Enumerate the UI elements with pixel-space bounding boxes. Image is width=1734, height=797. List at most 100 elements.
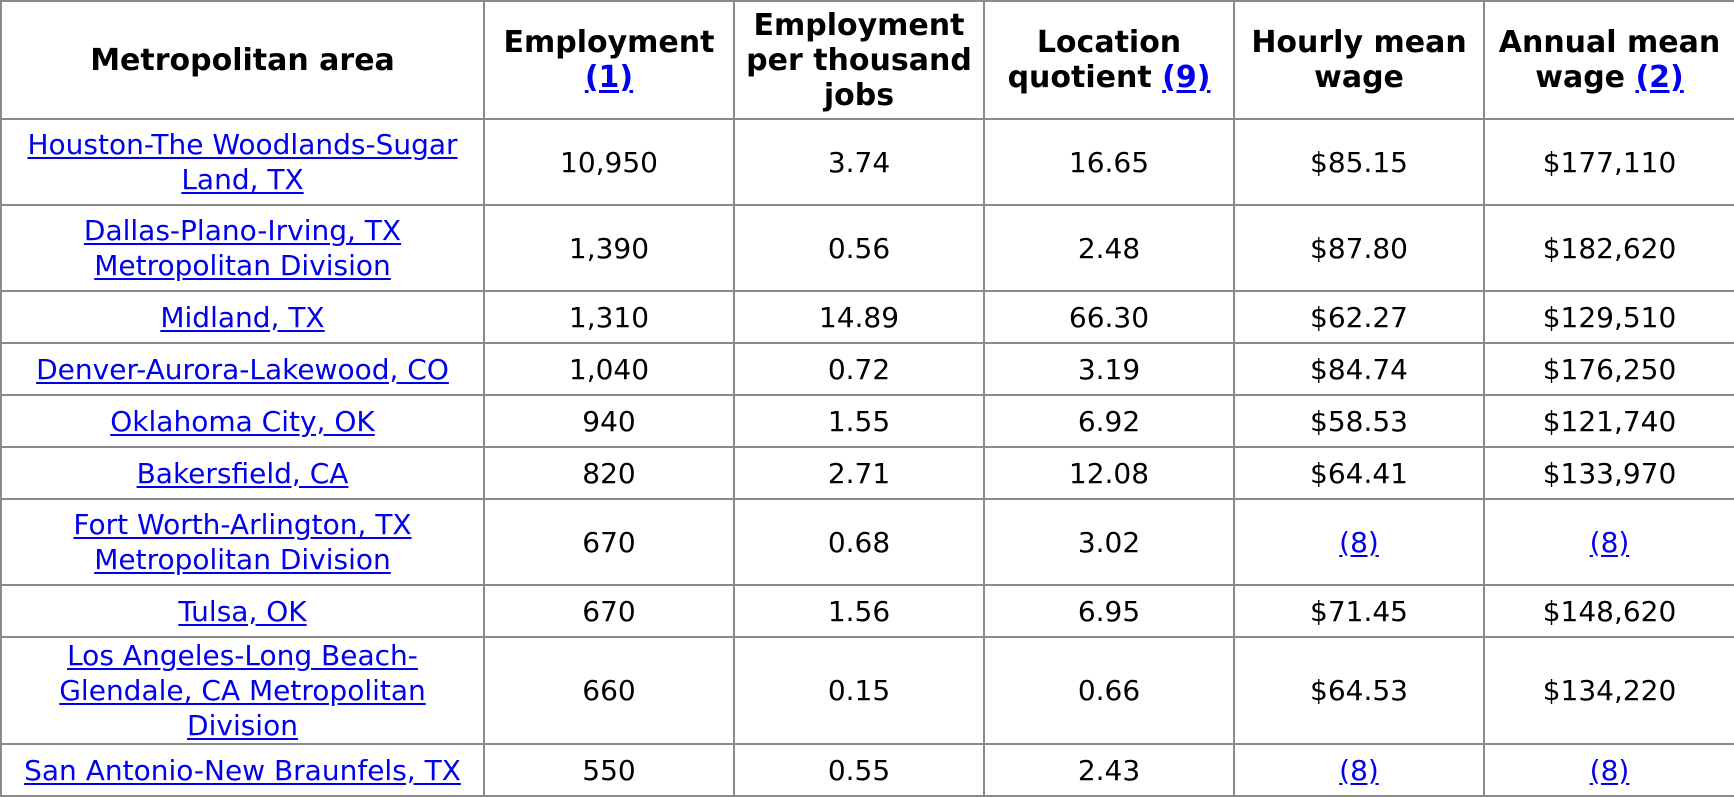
- cell-hourly-wage: $62.27: [1233, 290, 1485, 344]
- header-employment: Employment (1): [483, 0, 735, 120]
- header-row: Metropolitan area Employment (1) Employm…: [0, 0, 1734, 120]
- table-row: Bakersfield, CA 820 2.71 12.08 $64.41 $1…: [0, 446, 1734, 500]
- cell-hourly-wage: $85.15: [1233, 118, 1485, 206]
- cell-area: San Antonio-New Braunfels, TX: [0, 743, 485, 797]
- cell-annual-wage: $129,510: [1483, 290, 1734, 344]
- cell-location-quotient: 2.48: [983, 204, 1235, 292]
- header-location-quotient: Location quotient (9): [983, 0, 1235, 120]
- cell-location-quotient: 0.66: [983, 636, 1235, 745]
- header-title: Location quotient: [1007, 25, 1182, 95]
- cell-employment: 1,040: [483, 342, 735, 396]
- cell-per-thousand: 0.55: [733, 743, 985, 797]
- cell-location-quotient: 16.65: [983, 118, 1235, 206]
- cell-area: Bakersfield, CA: [0, 446, 485, 500]
- cell-hourly-wage: $64.53: [1233, 636, 1485, 745]
- cell-location-quotient: 2.43: [983, 743, 1235, 797]
- cell-per-thousand: 14.89: [733, 290, 985, 344]
- cell-hourly-wage: $64.41: [1233, 446, 1485, 500]
- cell-annual-wage: $133,970: [1483, 446, 1734, 500]
- table-row: Houston-The Woodlands-Sugar Land, TX 10,…: [0, 118, 1734, 206]
- footnote-link-8[interactable]: (8): [1339, 753, 1379, 787]
- cell-employment: 670: [483, 498, 735, 586]
- table-row: Denver-Aurora-Lakewood, CO 1,040 0.72 3.…: [0, 342, 1734, 396]
- cell-per-thousand: 0.72: [733, 342, 985, 396]
- table-row: San Antonio-New Braunfels, TX 550 0.55 2…: [0, 743, 1734, 797]
- metro-area-link[interactable]: Denver-Aurora-Lakewood, CO: [36, 352, 449, 386]
- cell-employment: 820: [483, 446, 735, 500]
- header-title: Metropolitan area: [90, 42, 395, 78]
- metro-area-link[interactable]: Oklahoma City, OK: [110, 404, 375, 438]
- footnote-link-8[interactable]: (8): [1589, 525, 1630, 559]
- cell-per-thousand: 3.74: [733, 118, 985, 206]
- cell-per-thousand: 2.71: [733, 446, 985, 500]
- header-metropolitan-area: Metropolitan area: [0, 0, 485, 120]
- table-row: Dallas-Plano-Irving, TX Metropolitan Div…: [0, 204, 1734, 292]
- cell-annual-wage: $176,250: [1483, 342, 1734, 396]
- header-title: Hourly mean wage: [1251, 25, 1467, 95]
- cell-per-thousand: 0.15: [733, 636, 985, 745]
- cell-employment: 1,390: [483, 204, 735, 292]
- cell-hourly-wage: $58.53: [1233, 394, 1485, 448]
- metro-area-link[interactable]: Fort Worth-Arlington, TX Metropolitan Di…: [73, 508, 412, 576]
- header-annual-mean-wage: Annual mean wage (2): [1483, 0, 1734, 120]
- cell-hourly-wage: $87.80: [1233, 204, 1485, 292]
- header-hourly-mean-wage: Hourly mean wage: [1233, 0, 1485, 120]
- cell-area: Oklahoma City, OK: [0, 394, 485, 448]
- cell-employment: 940: [483, 394, 735, 448]
- cell-annual-wage: (8): [1483, 743, 1734, 797]
- table-row: Midland, TX 1,310 14.89 66.30 $62.27 $12…: [0, 290, 1734, 344]
- metro-area-link[interactable]: San Antonio-New Braunfels, TX: [24, 753, 461, 787]
- table-row: Fort Worth-Arlington, TX Metropolitan Di…: [0, 498, 1734, 586]
- cell-annual-wage: $177,110: [1483, 118, 1734, 206]
- cell-annual-wage: $182,620: [1483, 204, 1734, 292]
- cell-per-thousand: 0.56: [733, 204, 985, 292]
- header-title: Employment per thousand jobs: [746, 7, 972, 113]
- cell-hourly-wage: (8): [1233, 743, 1485, 797]
- cell-area: Midland, TX: [0, 290, 485, 344]
- metro-area-link[interactable]: Houston-The Woodlands-Sugar Land, TX: [27, 128, 458, 196]
- cell-area: Houston-The Woodlands-Sugar Land, TX: [0, 118, 485, 206]
- cell-location-quotient: 12.08: [983, 446, 1235, 500]
- cell-per-thousand: 1.55: [733, 394, 985, 448]
- cell-employment: 660: [483, 636, 735, 745]
- table-row: Los Angeles-Long Beach-Glendale, CA Metr…: [0, 636, 1734, 745]
- cell-annual-wage: (8): [1483, 498, 1734, 586]
- cell-location-quotient: 3.02: [983, 498, 1235, 586]
- cell-area: Tulsa, OK: [0, 584, 485, 638]
- footnote-link-2[interactable]: (2): [1635, 60, 1684, 95]
- cell-area: Fort Worth-Arlington, TX Metropolitan Di…: [0, 498, 485, 586]
- cell-per-thousand: 0.68: [733, 498, 985, 586]
- cell-annual-wage: $121,740: [1483, 394, 1734, 448]
- footnote-link-8[interactable]: (8): [1339, 525, 1379, 559]
- cell-area: Los Angeles-Long Beach-Glendale, CA Metr…: [0, 636, 485, 745]
- cell-area: Denver-Aurora-Lakewood, CO: [0, 342, 485, 396]
- cell-hourly-wage: (8): [1233, 498, 1485, 586]
- cell-hourly-wage: $71.45: [1233, 584, 1485, 638]
- footnote-link-8[interactable]: (8): [1589, 753, 1630, 787]
- cell-annual-wage: $148,620: [1483, 584, 1734, 638]
- header-title: Employment: [503, 25, 715, 60]
- metro-area-link[interactable]: Bakersfield, CA: [136, 456, 349, 490]
- cell-location-quotient: 6.95: [983, 584, 1235, 638]
- cell-area: Dallas-Plano-Irving, TX Metropolitan Div…: [0, 204, 485, 292]
- metro-area-link[interactable]: Tulsa, OK: [178, 594, 307, 628]
- metro-area-link[interactable]: Los Angeles-Long Beach-Glendale, CA Metr…: [59, 639, 426, 742]
- header-employment-per-thousand: Employment per thousand jobs: [733, 0, 985, 120]
- cell-employment: 550: [483, 743, 735, 797]
- cell-employment: 670: [483, 584, 735, 638]
- metro-area-link[interactable]: Midland, TX: [160, 300, 325, 334]
- cell-per-thousand: 1.56: [733, 584, 985, 638]
- cell-location-quotient: 3.19: [983, 342, 1235, 396]
- footnote-link-1[interactable]: (1): [584, 60, 634, 95]
- cell-location-quotient: 6.92: [983, 394, 1235, 448]
- cell-employment: 10,950: [483, 118, 735, 206]
- cell-hourly-wage: $84.74: [1233, 342, 1485, 396]
- cell-employment: 1,310: [483, 290, 735, 344]
- table-row: Oklahoma City, OK 940 1.55 6.92 $58.53 $…: [0, 394, 1734, 448]
- cell-annual-wage: $134,220: [1483, 636, 1734, 745]
- table-row: Tulsa, OK 670 1.56 6.95 $71.45 $148,620: [0, 584, 1734, 638]
- metro-area-link[interactable]: Dallas-Plano-Irving, TX Metropolitan Div…: [83, 214, 402, 282]
- footnote-link-9[interactable]: (9): [1162, 60, 1211, 95]
- cell-location-quotient: 66.30: [983, 290, 1235, 344]
